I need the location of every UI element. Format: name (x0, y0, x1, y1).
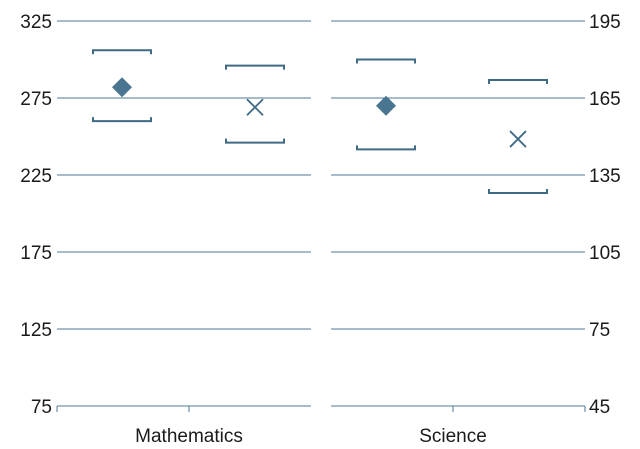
mathematics-tick-label-325: 325 (20, 12, 52, 33)
mathematics-tick-label-175: 175 (20, 243, 52, 264)
science-cross-lower-bracket (488, 188, 548, 194)
science-cross-upper-bracket (488, 79, 548, 85)
mathematics-tick-label-275: 275 (20, 89, 52, 110)
science-tick-label-165: 165 (589, 89, 621, 110)
science-tick-label-195: 195 (589, 12, 621, 33)
mathematics-panel: 75 125 175 225 275 325 Mathematics (20, 12, 311, 447)
science-panel: 45 75 105 135 165 195 Science (331, 12, 621, 447)
science-diamond-lower-bracket (356, 145, 416, 151)
science-tick-label-75: 75 (589, 320, 610, 341)
mathematics-diamond-upper-bracket (92, 49, 152, 55)
mathematics-category-label: Mathematics (135, 426, 243, 447)
mathematics-diamond-point (112, 77, 132, 98)
mathematics-cross-lower-bracket (225, 138, 285, 144)
science-category-label: Science (419, 426, 487, 447)
mathematics-diamond-lower-bracket (92, 117, 152, 123)
science-diamond-point (376, 95, 396, 116)
science-cross-point (509, 130, 527, 148)
mathematics-tick-label-125: 125 (20, 320, 52, 341)
mathematics-cross-point (246, 98, 264, 116)
mathematics-tick-label-225: 225 (20, 166, 52, 187)
science-tick-label-45: 45 (589, 397, 610, 418)
science-tick-label-105: 105 (589, 243, 621, 264)
mathematics-cross-upper-bracket (225, 64, 285, 70)
science-tick-label-135: 135 (589, 166, 621, 187)
science-diamond-upper-bracket (356, 58, 416, 64)
mathematics-tick-label-75: 75 (31, 397, 52, 418)
